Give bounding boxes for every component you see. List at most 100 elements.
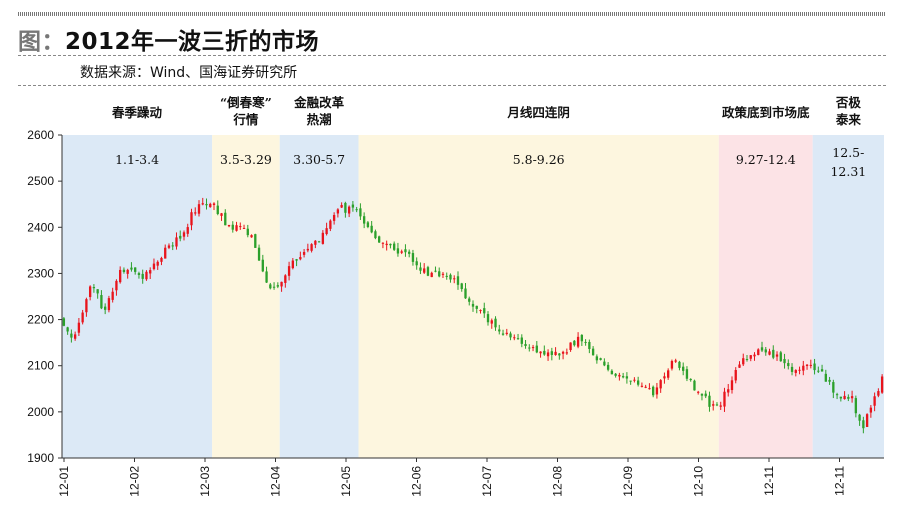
candle-body (475, 305, 478, 309)
candle-body (404, 249, 407, 253)
candle-body (438, 271, 441, 277)
candle-body (678, 361, 681, 368)
phase-band (812, 135, 884, 458)
candle-body (355, 209, 358, 211)
candle-body (636, 380, 640, 385)
candle-body (175, 237, 178, 247)
candle-body (494, 318, 497, 328)
candle-body (847, 396, 850, 399)
candle-body (734, 369, 737, 381)
phase-bands (62, 135, 884, 458)
x-tick-label: 12-02 (128, 466, 142, 497)
candle-body (137, 273, 141, 275)
phase-range: 5.8-9.26 (513, 152, 565, 167)
candle-body (561, 351, 565, 354)
candle-body (257, 247, 261, 261)
candle-body (344, 202, 347, 213)
candle-body (817, 370, 820, 372)
candle-body (509, 333, 512, 338)
candle-body (321, 232, 325, 244)
candle-body (820, 369, 824, 372)
candle-body (149, 270, 152, 274)
candle-body (599, 358, 602, 360)
candles (62, 197, 884, 434)
candle-body (190, 212, 193, 226)
candle-body (70, 333, 73, 338)
candle-body (194, 212, 197, 214)
candle-body (640, 385, 644, 387)
candle-body (205, 204, 208, 206)
phase-name: 春季躁动 (111, 105, 163, 120)
x-tick-label: 12-03 (198, 466, 212, 497)
candle-body (595, 356, 599, 361)
candle-body (794, 370, 797, 373)
phase-name: 泰来 (835, 112, 862, 127)
candle-body (456, 276, 460, 285)
candle-body (171, 245, 174, 247)
candle-body (610, 370, 614, 375)
candle-body (340, 205, 343, 208)
candle-body (880, 376, 884, 393)
candle-body (783, 358, 786, 364)
phase-band (62, 135, 213, 458)
candle-body (513, 337, 516, 339)
candle-body (865, 414, 869, 427)
phase-name: 月线四连阴 (506, 105, 570, 120)
candle-body (531, 347, 535, 349)
candle-body (460, 283, 463, 290)
candle-body (471, 303, 475, 307)
candle-body (96, 289, 99, 294)
candle-body (88, 286, 92, 298)
candle-body (393, 243, 396, 250)
candle-body (400, 251, 403, 253)
phase-range: 12.5- (832, 145, 864, 160)
candle-body (287, 266, 291, 276)
candle-body (742, 358, 745, 365)
figure-title-prefix: 图： (18, 29, 65, 55)
phase-name: 否极 (835, 95, 862, 110)
candle-body (359, 208, 362, 217)
candle-body (727, 389, 730, 393)
candle-body (104, 306, 107, 310)
candle-body (231, 224, 234, 230)
candle-body (539, 351, 542, 354)
candle-body (558, 353, 561, 356)
candle-body (126, 269, 129, 274)
y-tick-label: 2100 (27, 359, 54, 373)
candle-body (423, 268, 426, 273)
candle-body (569, 342, 572, 351)
candle-body (167, 245, 171, 248)
x-tick-label: 12-07 (480, 466, 494, 497)
candle-body (805, 364, 809, 366)
candle-body (565, 352, 568, 354)
candle-body (227, 224, 231, 227)
candle-body (663, 376, 666, 379)
candle-body (633, 379, 636, 381)
candle-body (779, 352, 782, 362)
candle-body (370, 225, 373, 233)
candle-body (772, 349, 775, 358)
candle-body (850, 396, 854, 399)
candle-body (644, 386, 647, 388)
candle-body (700, 393, 704, 396)
candle-body (119, 269, 122, 283)
candle-body (220, 213, 223, 216)
candle-body (419, 267, 422, 271)
candle-body (730, 380, 734, 391)
candle-body (621, 376, 625, 378)
candle-body (299, 257, 302, 260)
candle-body (580, 334, 584, 342)
candle-body (430, 272, 433, 278)
candle-body (843, 395, 846, 400)
candle-body (239, 226, 242, 228)
candle-body (528, 347, 531, 349)
candle-body (648, 388, 651, 390)
candle-body (374, 231, 377, 239)
candle-body (347, 206, 351, 214)
y-tick-label: 2300 (27, 266, 54, 280)
candle-body (115, 280, 118, 291)
x-tick-label: 12-04 (269, 466, 283, 497)
candle-body (652, 386, 655, 396)
candle-body (873, 396, 876, 406)
candle-body (73, 334, 77, 339)
